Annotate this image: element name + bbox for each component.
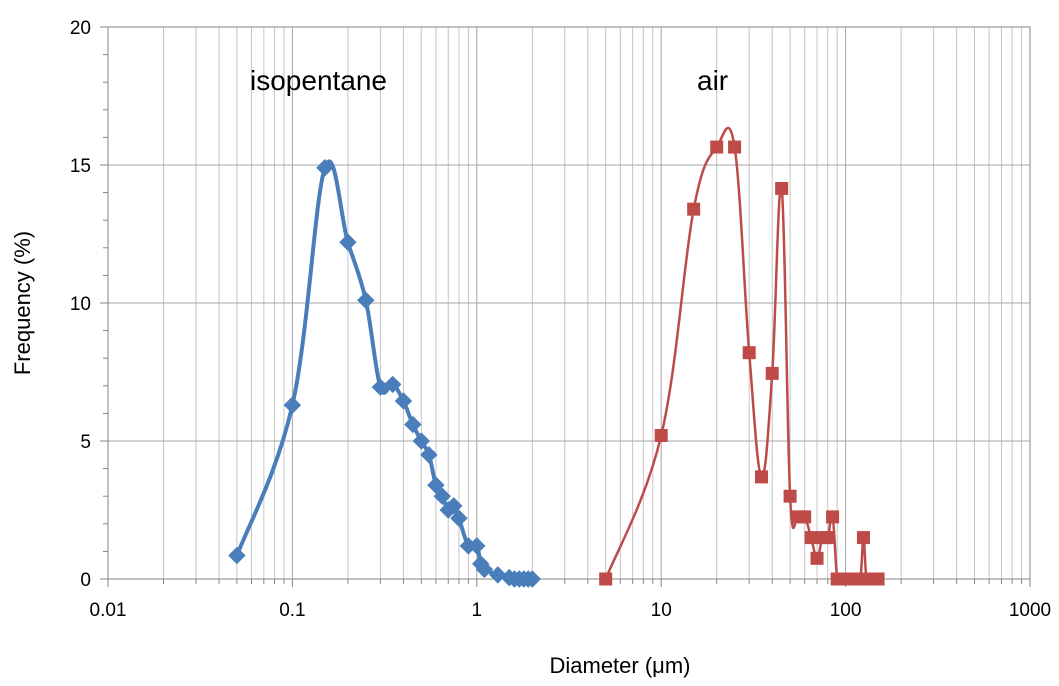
- data-point-air: [775, 181, 789, 195]
- data-point-air: [821, 531, 835, 545]
- data-point-isopentane: [228, 546, 246, 565]
- data-point-air: [742, 346, 756, 360]
- series-line-isopentane: [234, 159, 535, 582]
- y-tick-label: 0: [80, 570, 91, 591]
- data-point-isopentane: [316, 159, 334, 177]
- data-point-isopentane: [412, 432, 430, 450]
- x-tick-label: 1000: [1009, 600, 1051, 621]
- data-point-isopentane: [468, 537, 486, 555]
- data-point-isopentane: [283, 396, 302, 414]
- y-tick-label: 15: [70, 156, 91, 177]
- data-point-air: [810, 551, 824, 565]
- x-axis-title: Diameter (μm): [549, 653, 690, 678]
- data-point-air: [599, 572, 613, 586]
- series-air: [599, 126, 885, 586]
- x-tick-label: 1: [472, 600, 483, 621]
- data-point-isopentane: [357, 291, 375, 309]
- data-point-air: [798, 510, 812, 524]
- data-point-isopentane: [339, 233, 357, 251]
- y-tick-label: 20: [70, 18, 91, 39]
- data-point-air: [765, 366, 779, 380]
- x-tick-label: 100: [830, 600, 862, 621]
- data-point-air: [755, 470, 769, 484]
- grid: [107, 26, 1030, 580]
- x-tick-label: 0.01: [90, 600, 127, 621]
- data-point-isopentane: [445, 497, 463, 515]
- y-tick-label: 10: [70, 294, 91, 315]
- series-isopentane: [228, 159, 542, 588]
- data-point-isopentane: [427, 476, 445, 494]
- x-tick-label: 0.1: [279, 600, 305, 621]
- data-point-air: [710, 140, 724, 154]
- y-axis-title: Frequency (%): [10, 231, 35, 375]
- data-point-isopentane: [450, 509, 468, 527]
- data-point-isopentane: [394, 392, 413, 410]
- data-point-air: [804, 531, 818, 545]
- data-point-air: [826, 510, 840, 524]
- x-tick-label: 10: [651, 600, 672, 621]
- y-tick-label: 5: [80, 432, 91, 453]
- series-layer: [228, 126, 885, 588]
- data-point-air: [687, 202, 701, 216]
- data-point-air: [654, 428, 668, 442]
- data-point-air: [856, 531, 870, 545]
- tick-labels: 0.01 0.1 1 10 100 1000 0 5 10 15 20: [70, 18, 1051, 621]
- data-point-isopentane: [384, 375, 402, 394]
- series-label-air: air: [697, 65, 728, 96]
- data-point-air: [871, 572, 885, 586]
- data-point-isopentane: [475, 560, 494, 579]
- data-point-isopentane: [523, 570, 542, 588]
- data-point-isopentane: [420, 446, 438, 464]
- data-point-isopentane: [404, 415, 422, 434]
- data-point-air: [783, 489, 797, 503]
- series-label-isopentane: isopentane: [250, 65, 387, 96]
- data-point-air: [728, 140, 742, 154]
- data-point-isopentane: [433, 487, 452, 505]
